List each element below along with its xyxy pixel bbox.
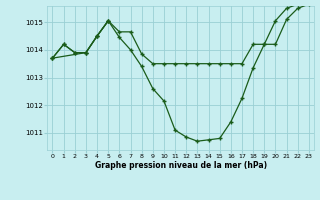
X-axis label: Graphe pression niveau de la mer (hPa): Graphe pression niveau de la mer (hPa) bbox=[95, 161, 267, 170]
